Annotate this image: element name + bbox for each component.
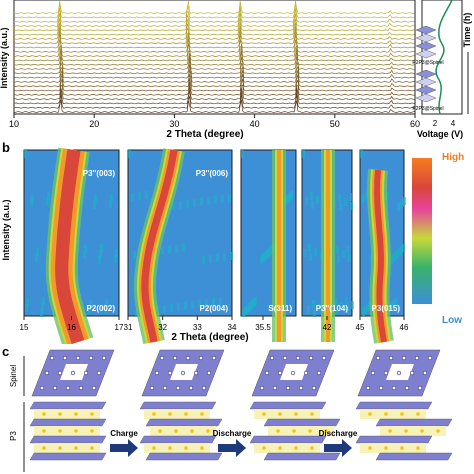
x-tick-label: 35.5 — [255, 323, 271, 332]
transition-arrow: Discharge — [213, 429, 252, 457]
xrd-pattern — [13, 78, 415, 92]
xrd-pattern — [13, 2, 415, 19]
crystal-structure — [355, 349, 453, 461]
xrd-pattern — [13, 28, 415, 44]
peak-label: P2(002) — [87, 304, 116, 313]
contour-window: P3''(104) 42 — [301, 149, 354, 342]
voltage-tick-2: 2 — [433, 119, 438, 128]
x-tick-label: 40 — [250, 119, 260, 129]
panel-b-x-label: 2 Theta (degree) — [171, 332, 248, 343]
xrd-pattern-stack — [13, 0, 415, 113]
xrd-pattern — [13, 99, 415, 113]
xrd-pattern — [13, 0, 415, 14]
phase-icon-upper — [415, 25, 437, 59]
contour-windows: P3''(003) P2(002) 15 16 17 P3''(006) P2(004) 31… — [20, 147, 409, 344]
panel-a-y-label: Intensity (a.u.) — [0, 27, 9, 88]
arrow-label: Charge — [110, 429, 138, 438]
contour-window: P3''(006) P2(004) 31 32 33 34 — [124, 148, 237, 344]
x-tick-label: 34 — [228, 323, 237, 332]
x-tick-label: 60 — [410, 119, 420, 129]
xrd-pattern — [13, 64, 415, 79]
xrd-pattern — [13, 50, 415, 66]
xrd-pattern — [13, 33, 415, 49]
panel-c: c Spinel P3 Charge Discharge Discharge — [2, 344, 453, 472]
arrow-label: Discharge — [213, 429, 252, 438]
contour-window: S(311) 35.5 — [240, 149, 297, 342]
colorbar — [412, 158, 432, 304]
p3-label: P3 — [9, 431, 18, 441]
contour-window: P3(015) 45 46 — [356, 149, 409, 344]
panel-b-y-label: Intensity (a.u.) — [1, 199, 11, 260]
crystal-structure — [29, 349, 115, 461]
xrd-pattern — [14, 18, 415, 32]
xrd-pattern — [13, 13, 415, 27]
xrd-pattern — [13, 8, 415, 23]
x-tick-label: 16 — [67, 323, 76, 332]
panel-a-x-label: 2 Theta (degree) — [166, 129, 243, 140]
x-tick-label: 50 — [330, 119, 340, 129]
xrd-pattern — [13, 55, 415, 70]
xrd-pattern — [13, 37, 415, 53]
panel-a-x-ticks: 10 20 30 40 50 60 — [9, 114, 420, 129]
phase-icon-lower — [415, 69, 437, 103]
crystal-structure — [249, 349, 341, 461]
spinel-label: Spinel — [9, 365, 18, 387]
peak-label: P3''(003) — [83, 169, 116, 178]
x-tick-label: 32 — [158, 323, 167, 332]
xrd-pattern — [13, 69, 415, 83]
xrd-pattern — [13, 46, 415, 62]
voltage-tick-4: 4 — [451, 119, 456, 128]
x-tick-label: 17 — [115, 323, 124, 332]
contour-window: P3''(003) P2(002) 15 16 17 — [20, 147, 124, 344]
time-label: Time (h) — [462, 13, 472, 48]
x-tick-label: 31 — [124, 323, 133, 332]
panel-b: b Intensity (a.u.) P3''(003) P2(002) 15 16 1… — [1, 140, 464, 344]
peak-label: P3(015) — [372, 304, 401, 313]
xrd-pattern — [13, 22, 415, 36]
crystal-structure — [139, 349, 225, 461]
transition-arrow: Discharge — [319, 429, 358, 457]
x-tick-label: 42 — [323, 323, 332, 332]
x-tick-label: 15 — [20, 323, 29, 332]
xrd-pattern — [13, 59, 415, 75]
x-tick-label: 20 — [89, 119, 99, 129]
panel-a: 10 20 30 40 50 60 Intensity (a.u.) 2 Theta (d… — [0, 0, 472, 140]
xrd-pattern — [13, 93, 415, 109]
xrd-pattern — [13, 81, 415, 96]
crystal-structures — [29, 349, 453, 461]
xrd-pattern — [13, 89, 415, 105]
peak-label: P3''(104) — [316, 304, 349, 313]
phase-label-upper: P2P3@Spinel — [412, 60, 443, 66]
voltage-label: Voltage (V) — [417, 129, 463, 139]
voltage-curve — [435, 0, 453, 115]
transition-arrow: Charge — [110, 429, 138, 457]
x-tick-label: 33 — [193, 323, 202, 332]
colorbar-high: High — [442, 152, 464, 163]
x-tick-label: 30 — [169, 119, 179, 129]
transition-arrows: Charge Discharge Discharge — [110, 429, 358, 457]
xrd-pattern — [13, 25, 415, 40]
peak-label: P3''(006) — [196, 169, 229, 178]
peak-label: S(311) — [268, 304, 292, 313]
x-tick-label: 46 — [400, 323, 409, 332]
x-tick-label: 45 — [356, 323, 365, 332]
arrow-label: Discharge — [319, 429, 358, 438]
xrd-pattern — [13, 85, 415, 100]
phase-label-lower: P2P3@Spinel — [412, 106, 443, 112]
xrd-pattern — [13, 43, 415, 57]
panel-b-letter: b — [2, 140, 10, 155]
peak-label: P2(004) — [200, 304, 229, 313]
x-tick-label: 10 — [9, 119, 19, 129]
xrd-pattern — [13, 74, 415, 87]
panel-c-letter: c — [2, 344, 9, 359]
colorbar-low: Low — [442, 315, 462, 326]
